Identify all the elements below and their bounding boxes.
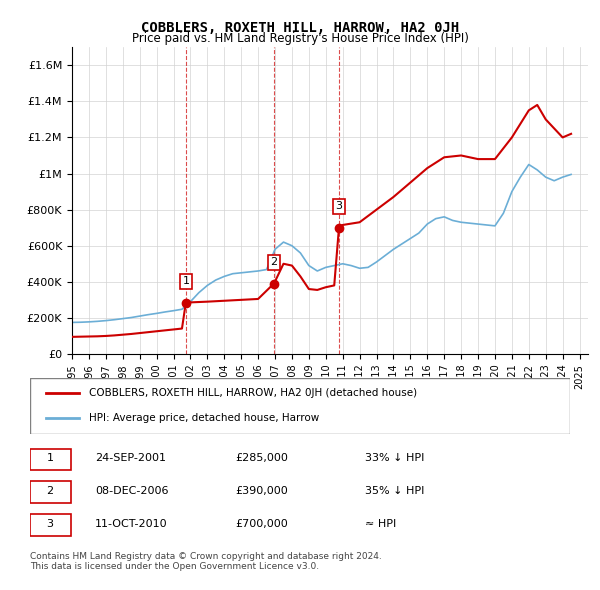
Text: 35% ↓ HPI: 35% ↓ HPI [365,486,424,496]
FancyBboxPatch shape [30,514,71,536]
FancyBboxPatch shape [30,481,71,503]
Text: Contains HM Land Registry data © Crown copyright and database right 2024.
This d: Contains HM Land Registry data © Crown c… [30,552,382,571]
Text: £390,000: £390,000 [235,486,288,496]
Text: 3: 3 [46,519,53,529]
Text: COBBLERS, ROXETH HILL, HARROW, HA2 0JH: COBBLERS, ROXETH HILL, HARROW, HA2 0JH [141,21,459,35]
Text: 08-DEC-2006: 08-DEC-2006 [95,486,168,496]
Text: Price paid vs. HM Land Registry's House Price Index (HPI): Price paid vs. HM Land Registry's House … [131,32,469,45]
Text: 1: 1 [182,276,190,286]
FancyBboxPatch shape [30,378,570,434]
Text: 3: 3 [335,201,343,211]
FancyBboxPatch shape [30,448,71,470]
Text: 24-SEP-2001: 24-SEP-2001 [95,454,166,463]
Text: ≈ HPI: ≈ HPI [365,519,396,529]
Text: £285,000: £285,000 [235,454,288,463]
Text: 33% ↓ HPI: 33% ↓ HPI [365,454,424,463]
Text: 2: 2 [46,486,53,496]
Text: £700,000: £700,000 [235,519,288,529]
Text: HPI: Average price, detached house, Harrow: HPI: Average price, detached house, Harr… [89,413,320,423]
Text: 1: 1 [46,454,53,463]
Text: COBBLERS, ROXETH HILL, HARROW, HA2 0JH (detached house): COBBLERS, ROXETH HILL, HARROW, HA2 0JH (… [89,388,418,398]
Text: 11-OCT-2010: 11-OCT-2010 [95,519,167,529]
Text: 2: 2 [270,257,277,267]
